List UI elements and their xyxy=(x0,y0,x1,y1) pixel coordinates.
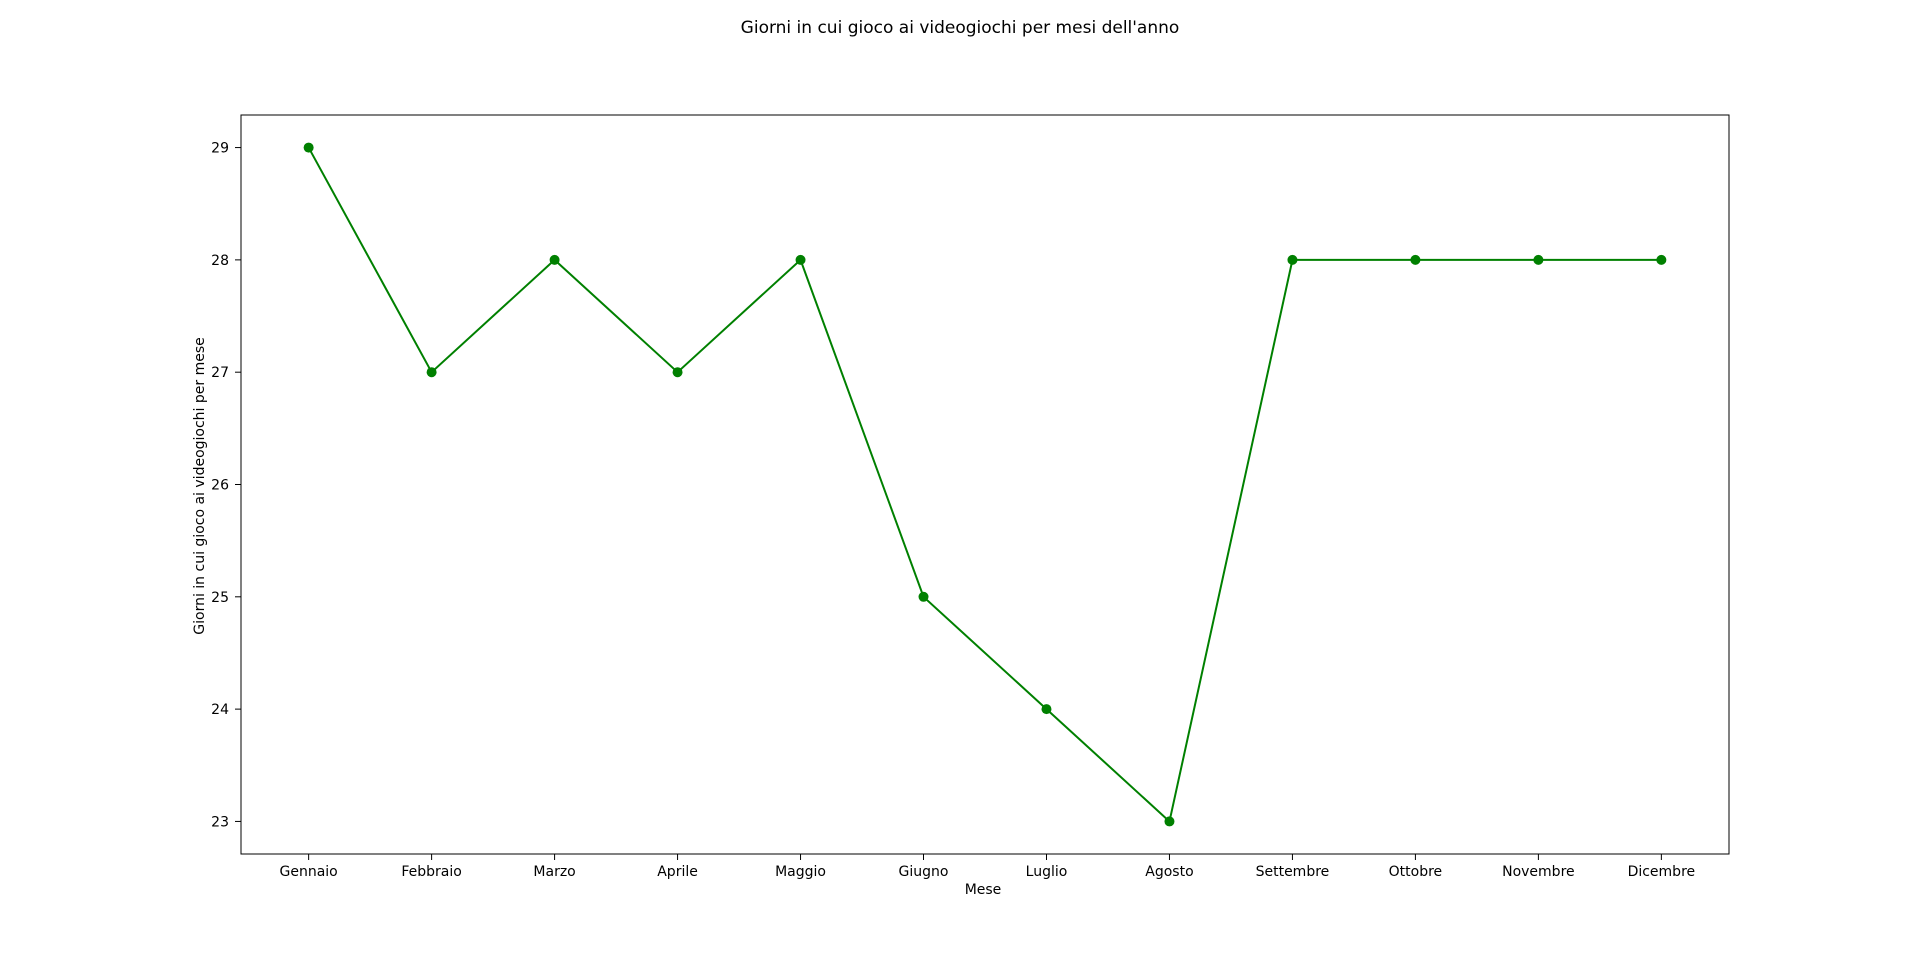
data-point xyxy=(1287,254,1298,265)
y-tick-label: 25 xyxy=(211,590,229,606)
data-point xyxy=(672,367,683,378)
y-tick-label: 26 xyxy=(211,478,229,494)
data-point xyxy=(1164,816,1175,827)
x-tick-label: Giugno xyxy=(899,864,949,880)
x-tick-label: Maggio xyxy=(775,864,826,880)
x-tick-label: Ottobre xyxy=(1389,864,1443,880)
y-tick-label: 29 xyxy=(211,141,229,157)
data-point xyxy=(549,254,560,265)
plot-area xyxy=(240,114,1730,855)
series-polyline xyxy=(307,147,1662,824)
chart-title: Giorni in cui gioco ai videogiochi per m… xyxy=(741,18,1180,38)
x-tick-label: Agosto xyxy=(1145,864,1193,880)
x-axis-label: Mese xyxy=(965,882,1002,898)
y-tick-label: 24 xyxy=(211,702,229,718)
data-point xyxy=(1410,254,1421,265)
x-axis: Gennaio Febbraio Marzo Aprile Maggio Giugno Lu… xyxy=(280,854,1696,880)
data-point xyxy=(426,367,437,378)
data-point xyxy=(795,254,806,265)
y-tick-label: 27 xyxy=(211,365,229,381)
x-tick-label: Settembre xyxy=(1256,864,1330,880)
y-tick-label: 28 xyxy=(211,253,229,269)
x-tick-label: Aprile xyxy=(657,864,698,880)
data-point xyxy=(1041,704,1052,715)
data-point xyxy=(1656,254,1667,265)
series-line xyxy=(303,142,1667,827)
x-tick-label: Novembre xyxy=(1502,864,1575,880)
data-point xyxy=(303,142,314,153)
data-point xyxy=(1533,254,1544,265)
data-point xyxy=(918,591,929,602)
y-axis: 23 24 25 26 27 28 29 xyxy=(211,141,241,830)
x-tick-label: Febbraio xyxy=(401,864,461,880)
y-tick-label: 23 xyxy=(211,814,229,830)
x-tick-label: Dicembre xyxy=(1628,864,1696,880)
x-tick-label: Gennaio xyxy=(280,864,338,880)
x-tick-label: Marzo xyxy=(533,864,575,880)
y-axis-label: Giorni in cui gioco ai videogiochi per m… xyxy=(192,337,208,634)
x-tick-label: Luglio xyxy=(1026,864,1068,880)
plot-frame xyxy=(240,114,1730,855)
